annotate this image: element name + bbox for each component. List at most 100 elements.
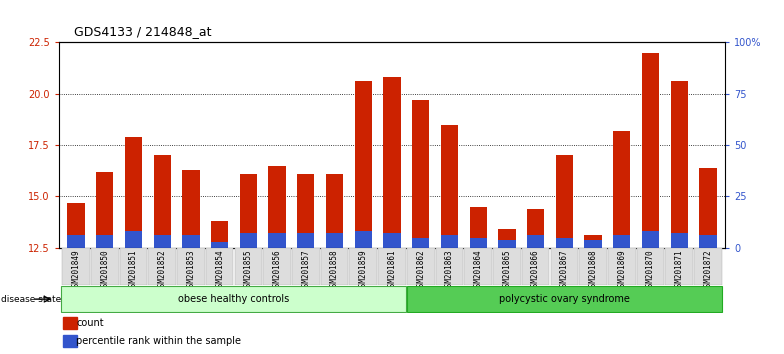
Text: GSM201859: GSM201859 [359,250,368,291]
Bar [67,235,85,248]
Bar [268,233,285,248]
FancyBboxPatch shape [694,248,722,285]
Text: GSM201855: GSM201855 [244,250,253,291]
Text: GSM201872: GSM201872 [703,250,713,291]
Text: GSM201866: GSM201866 [531,250,540,291]
Bar [499,240,516,248]
FancyBboxPatch shape [579,248,607,285]
Bar [297,233,314,248]
Bar [613,235,630,248]
Bar [642,53,659,248]
FancyBboxPatch shape [407,248,434,285]
FancyBboxPatch shape [206,248,234,285]
Bar [240,233,257,248]
Bar [125,137,142,248]
Text: GSM201858: GSM201858 [330,250,339,291]
Text: GSM201863: GSM201863 [445,250,454,291]
FancyBboxPatch shape [148,248,176,285]
Bar [383,78,401,248]
Bar [96,172,114,248]
Bar [183,235,200,248]
FancyBboxPatch shape [666,248,693,285]
Text: obese healthy controls: obese healthy controls [179,294,289,304]
Text: percentile rank within the sample: percentile rank within the sample [76,336,241,346]
Bar [441,235,458,248]
Bar [527,235,544,248]
Bar [211,221,228,248]
Bar [670,81,688,248]
Bar [63,335,77,347]
Text: GSM201871: GSM201871 [675,250,684,291]
Text: GSM201869: GSM201869 [617,250,626,291]
Bar [154,155,171,248]
Text: polycystic ovary syndrome: polycystic ovary syndrome [499,294,630,304]
FancyBboxPatch shape [436,248,463,285]
Bar [240,174,257,248]
FancyBboxPatch shape [62,248,90,285]
Bar [613,131,630,248]
FancyBboxPatch shape [321,248,348,285]
FancyBboxPatch shape [522,248,550,285]
FancyBboxPatch shape [378,248,406,285]
FancyBboxPatch shape [120,248,147,285]
Bar [556,238,573,248]
Text: GSM201854: GSM201854 [215,250,224,291]
Text: GDS4133 / 214848_at: GDS4133 / 214848_at [74,25,212,38]
Bar [354,81,372,248]
Text: count: count [76,318,104,328]
Bar [470,238,487,248]
Bar [211,242,228,248]
Bar [297,174,314,248]
Text: disease state: disease state [1,295,61,304]
Bar [125,232,142,248]
Bar [584,240,601,248]
FancyBboxPatch shape [61,286,406,312]
Bar [63,317,77,329]
FancyBboxPatch shape [91,248,118,285]
Bar [268,166,285,248]
FancyBboxPatch shape [464,248,492,285]
Bar [412,100,430,248]
Bar [584,235,601,248]
Bar [642,232,659,248]
FancyBboxPatch shape [292,248,320,285]
FancyBboxPatch shape [350,248,377,285]
Text: GSM201852: GSM201852 [158,250,167,291]
Bar [699,168,717,248]
Bar [354,232,372,248]
Text: GSM201867: GSM201867 [560,250,569,291]
Bar [383,233,401,248]
Bar [470,207,487,248]
FancyBboxPatch shape [263,248,291,285]
Bar [326,174,343,248]
Text: GSM201864: GSM201864 [474,250,483,291]
Bar [499,229,516,248]
Bar [67,202,85,248]
Bar [699,235,717,248]
Bar [183,170,200,248]
Text: GSM201856: GSM201856 [273,250,281,291]
FancyBboxPatch shape [493,248,521,285]
Text: GSM201868: GSM201868 [589,250,597,291]
Bar [556,155,573,248]
FancyBboxPatch shape [608,248,636,285]
Text: GSM201862: GSM201862 [416,250,425,291]
Bar [441,125,458,248]
Bar [96,235,114,248]
Text: GSM201857: GSM201857 [301,250,310,291]
FancyBboxPatch shape [407,286,722,312]
FancyBboxPatch shape [177,248,205,285]
Bar [326,233,343,248]
Text: GSM201849: GSM201849 [71,250,81,291]
Bar [154,235,171,248]
Text: GSM201865: GSM201865 [503,250,511,291]
Text: GSM201851: GSM201851 [129,250,138,291]
Bar [670,233,688,248]
Text: GSM201870: GSM201870 [646,250,655,291]
Text: GSM201861: GSM201861 [387,250,397,291]
FancyBboxPatch shape [234,248,262,285]
Text: GSM201850: GSM201850 [100,250,109,291]
FancyBboxPatch shape [550,248,578,285]
Bar [412,238,430,248]
FancyBboxPatch shape [637,248,664,285]
